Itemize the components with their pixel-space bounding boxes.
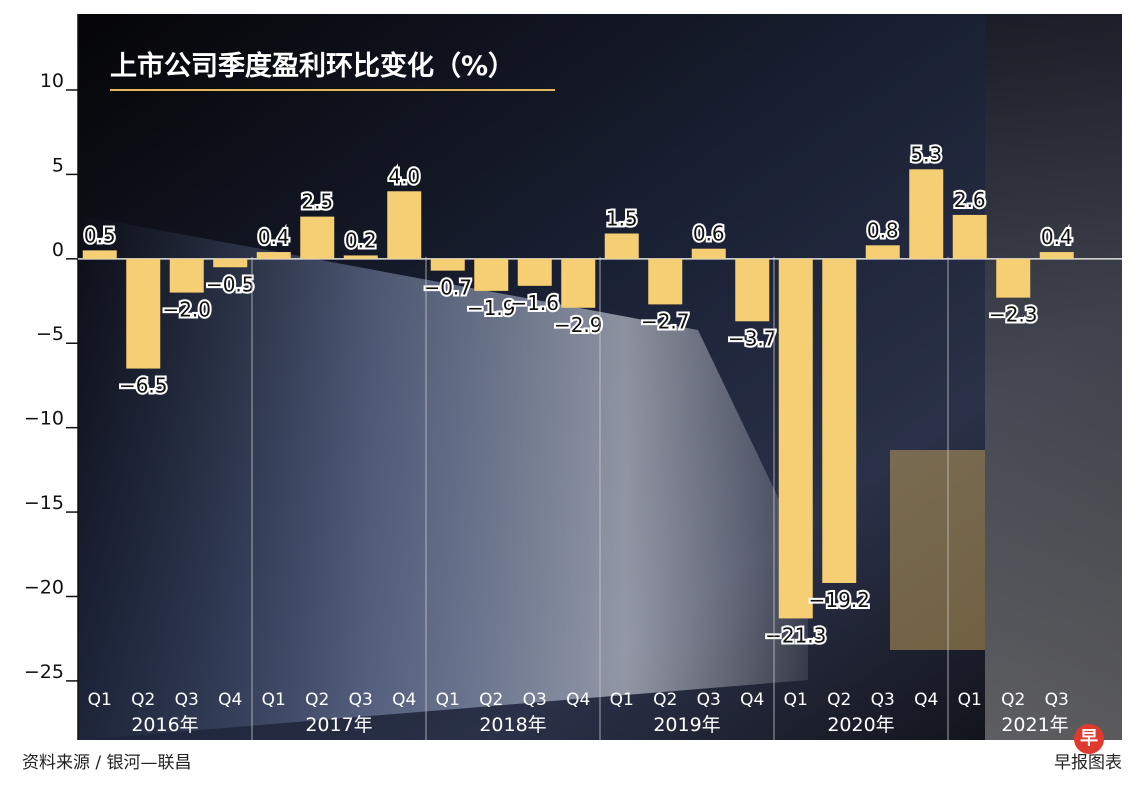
quarter-label: Q1 [610,690,634,710]
bar [604,233,639,259]
bar [430,258,465,271]
value-label: −0.5 [206,272,255,296]
y-tick-label: −15 [24,492,64,514]
value-label: −2.0 [162,298,211,322]
value-labels: 0.5−6.5−2.0−0.50.42.50.24.0−0.7−1.9−1.6−… [82,140,1075,649]
lit-doorway [890,450,985,650]
bar [169,258,204,293]
bar [213,258,248,268]
bar [300,216,335,259]
quarter-label: Q3 [697,690,721,710]
title-group: 上市公司季度盈利环比变化（%） [110,50,555,91]
bar [865,245,900,259]
value-label: 0.5 [84,223,116,247]
quarter-label: Q1 [958,690,982,710]
bar [126,258,161,369]
value-label: −2.7 [641,309,690,333]
value-label: −1.9 [467,296,516,320]
value-label: 5.3 [910,142,942,166]
value-label: 0.6 [693,222,725,246]
y-tick-label: 10 [40,70,64,92]
value-label: 0.4 [1041,225,1073,249]
source-note: 资料来源 / 银河—联昌 [22,753,192,773]
y-tick-label: −10 [24,408,64,430]
bar [648,258,683,305]
bar [474,258,509,291]
bar [1039,252,1074,259]
year-label: 2018年 [479,714,546,736]
bar [82,250,117,259]
led-wall-glow [78,215,808,740]
right-wall [985,14,1122,740]
y-tick-label: −25 [24,661,64,683]
quarter-label: Q4 [392,690,416,710]
quarter-label: Q4 [740,690,764,710]
bar [343,255,378,259]
value-label: 1.5 [606,206,638,230]
quarter-label: Q2 [1001,690,1025,710]
year-label: 2021年 [1001,714,1068,736]
quarter-label: Q3 [1045,690,1069,710]
bar [952,214,987,259]
credit-label: 早报图表 [1054,753,1122,773]
value-label: −2.9 [554,313,603,337]
quarter-label: Q4 [914,690,938,710]
year-label: 2017年 [305,714,372,736]
quarter-label: Q1 [88,690,112,710]
zaobao-logo: 早 [1074,724,1104,754]
value-label: 4.0 [388,164,420,188]
quarter-label: Q1 [436,690,460,710]
quarter-label: Q1 [262,690,286,710]
bar [822,258,857,583]
year-label: 2020年 [827,714,894,736]
value-label: −19.2 [809,588,870,612]
y-tick-label: −20 [24,576,64,598]
value-label: 0.4 [258,225,290,249]
y-tick-label: −5 [36,323,64,345]
quarter-label: Q2 [479,690,503,710]
bar [778,258,813,619]
quarter-label: Q2 [131,690,155,710]
y-tick-label: 0 [52,239,64,261]
bar [561,258,596,308]
x-axis: Q1 Q2 Q3 Q4 2016年 Q1 Q2 Q3 Q4 2017年 Q1 Q2 Q3 Q4 2018年 Q… [88,256,1069,740]
value-label: −6.5 [119,374,168,398]
bar [996,258,1031,298]
year-label: 2019年 [653,714,720,736]
value-label: 0.2 [345,228,377,252]
year-label: 2016年 [131,714,198,736]
value-label: 2.6 [954,188,986,212]
bars [82,169,1074,619]
quarter-label: Q4 [218,690,242,710]
quarter-label: Q3 [349,690,373,710]
value-label: −0.7 [423,276,472,300]
quarter-label: Q3 [175,690,199,710]
quarter-label: Q2 [653,690,677,710]
bar [909,169,944,259]
value-label: −2.3 [989,303,1038,327]
value-label: 0.8 [867,218,899,242]
value-label: −1.6 [510,291,559,315]
bar [256,252,291,259]
value-label: 2.5 [301,190,333,214]
quarter-label: Q2 [305,690,329,710]
bar [691,248,726,259]
value-label: −3.7 [728,326,777,350]
y-tick-label: 5 [52,154,64,176]
quarter-label: Q2 [827,690,851,710]
quarter-label: Q3 [871,690,895,710]
quarter-label: Q1 [784,690,808,710]
bar [387,191,422,259]
chart-title: 上市公司季度盈利环比变化（%） [110,50,515,82]
bar [735,258,770,322]
bar [517,258,552,286]
quarter-label: Q4 [566,690,590,710]
quarter-label: Q3 [523,690,547,710]
